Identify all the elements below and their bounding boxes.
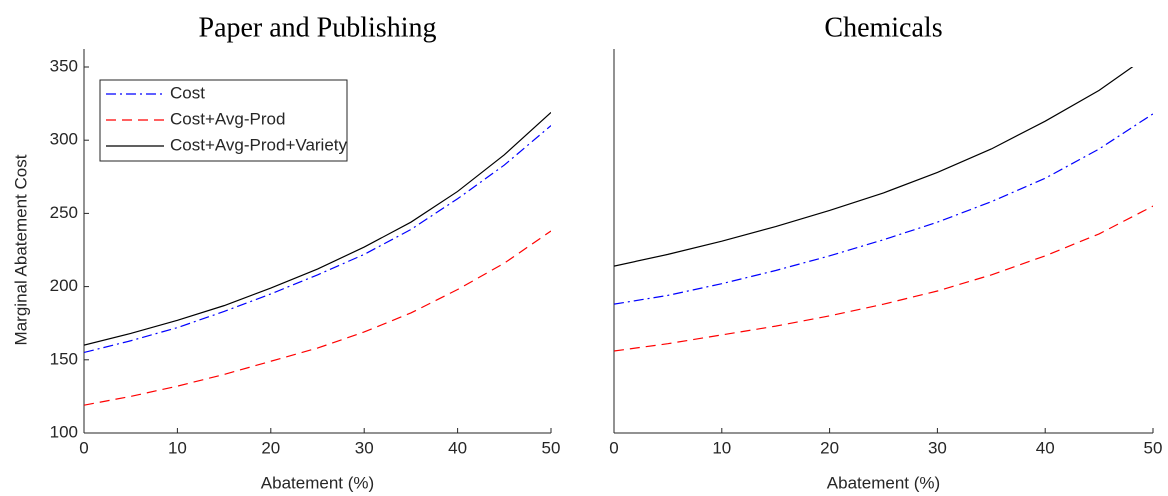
- x-tick-label: 0: [79, 438, 88, 457]
- legend-label: Cost: [170, 83, 205, 102]
- x-axis-label: Abatement (%): [261, 473, 374, 492]
- y-axis-label: Marginal Abatement Cost: [11, 154, 30, 345]
- x-tick-label: 40: [1036, 438, 1055, 457]
- chart-title: Chemicals: [824, 12, 942, 43]
- legend-label: Cost+Avg-Prod: [170, 109, 285, 128]
- chart-title: Paper and Publishing: [199, 12, 437, 43]
- x-tick-label: 30: [355, 438, 374, 457]
- y-tick-label: 200: [50, 276, 78, 295]
- x-tick-label: 50: [1144, 438, 1163, 457]
- y-tick-label: 300: [50, 130, 78, 149]
- x-tick-label: 30: [928, 438, 947, 457]
- y-tick-label: 100: [50, 422, 78, 441]
- x-tick-label: 20: [261, 438, 280, 457]
- x-tick-label: 50: [542, 438, 561, 457]
- x-tick-label: 10: [168, 438, 187, 457]
- series-line: [614, 113, 1153, 305]
- y-tick-label: 150: [50, 349, 78, 368]
- series-line: [614, 205, 1153, 352]
- series-line: [84, 230, 551, 406]
- x-tick-label: 0: [609, 438, 618, 457]
- legend-label: Cost+Avg-Prod+Variety: [170, 135, 348, 154]
- x-tick-label: 10: [712, 438, 731, 457]
- series-line: [84, 111, 551, 346]
- series-line: [84, 125, 551, 354]
- series-line: [614, 67, 1134, 267]
- y-tick-label: 250: [50, 203, 78, 222]
- y-tick-label: 350: [50, 56, 78, 75]
- x-tick-label: 20: [820, 438, 839, 457]
- x-tick-label: 40: [448, 438, 467, 457]
- x-axis-label: Abatement (%): [827, 473, 940, 492]
